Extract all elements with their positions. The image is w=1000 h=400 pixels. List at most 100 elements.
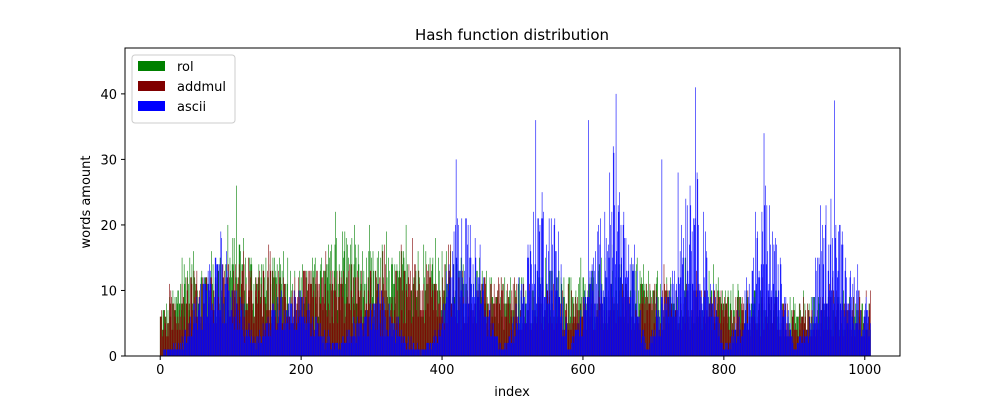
bar-ascii: [807, 329, 808, 356]
bar-ascii: [430, 342, 432, 356]
bar-ascii: [238, 310, 239, 356]
bar-addmul: [736, 310, 738, 356]
bar-ascii: [702, 310, 704, 356]
bar-ascii: [622, 297, 623, 356]
bar-addmul: [645, 297, 646, 356]
bar-ascii: [313, 336, 315, 356]
bar-ascii: [708, 297, 709, 356]
bar-ascii: [228, 290, 230, 356]
bar-ascii: [604, 211, 606, 356]
bar-ascii: [748, 297, 749, 356]
bar-ascii: [565, 329, 566, 356]
bar-addmul: [505, 316, 506, 356]
bar-ascii: [553, 310, 554, 356]
bar-ascii: [710, 283, 711, 356]
bar-rol: [564, 297, 565, 356]
bar-ascii: [583, 297, 584, 356]
bar-ascii: [476, 277, 478, 356]
bar-addmul: [166, 323, 168, 356]
bar-addmul: [298, 277, 299, 356]
x-tick-label: 1000: [848, 363, 881, 378]
bar-ascii: [698, 290, 700, 356]
bar-ascii: [373, 303, 374, 356]
bar-ascii: [608, 244, 609, 356]
bar-addmul: [426, 264, 427, 356]
bar-ascii: [562, 336, 563, 356]
bar-ascii: [562, 297, 564, 356]
bar-rol: [188, 283, 189, 356]
bar-addmul: [577, 297, 578, 356]
bar-ascii: [234, 290, 236, 356]
bar-addmul: [858, 290, 860, 356]
bar-ascii: [415, 349, 417, 356]
bar-rol: [342, 231, 343, 356]
bar-ascii: [368, 336, 370, 356]
bar-ascii: [369, 310, 371, 356]
bar-ascii: [180, 342, 181, 356]
bar-ascii: [783, 316, 785, 356]
bar-ascii: [827, 303, 828, 356]
bar-ascii: [686, 290, 687, 356]
bar-ascii: [815, 270, 817, 356]
bar-ascii: [611, 211, 613, 356]
bar-ascii: [715, 310, 717, 356]
bar-addmul: [574, 297, 576, 356]
bar-ascii: [586, 297, 588, 356]
bar-ascii: [344, 342, 346, 356]
bar-ascii: [484, 316, 485, 356]
bar-ascii: [762, 231, 763, 356]
bar-ascii: [261, 342, 262, 356]
bar-ascii: [832, 270, 834, 356]
bar-ascii: [720, 342, 721, 356]
bar-ascii: [586, 310, 587, 356]
bar-addmul: [498, 277, 499, 356]
bar-ascii: [385, 316, 386, 356]
bar-addmul: [418, 270, 420, 356]
bar-addmul: [432, 290, 434, 356]
bar-addmul: [805, 310, 806, 356]
bar-ascii: [731, 336, 732, 356]
bar-ascii: [331, 342, 333, 356]
bar-ascii: [699, 283, 701, 356]
bar-ascii: [707, 290, 708, 356]
bar-ascii: [786, 316, 788, 356]
bar-ascii: [810, 323, 811, 356]
bar-ascii: [291, 303, 293, 356]
bar-ascii: [190, 336, 192, 356]
bar-addmul: [718, 297, 720, 356]
bar-ascii: [426, 342, 428, 356]
bar-ascii: [403, 342, 404, 356]
bar-ascii: [329, 336, 330, 356]
bar-ascii: [740, 342, 742, 356]
bar-ascii: [528, 257, 529, 356]
bar-ascii: [722, 342, 723, 356]
bar-ascii: [455, 159, 457, 356]
bar-ascii: [355, 342, 357, 356]
bar-ascii: [325, 342, 327, 356]
bar-addmul: [380, 277, 382, 356]
bar-ascii: [474, 238, 476, 356]
bar-ascii: [284, 329, 286, 356]
bar-ascii: [721, 342, 723, 356]
bar-ascii: [207, 270, 209, 356]
bar-ascii: [548, 251, 549, 356]
bar-ascii: [596, 283, 597, 356]
bar-addmul: [400, 244, 402, 356]
bar-ascii: [820, 310, 822, 356]
bar-ascii: [290, 303, 291, 356]
bar-ascii: [262, 323, 264, 356]
bar-ascii: [488, 310, 490, 356]
bar-addmul: [567, 283, 569, 356]
bar-ascii: [705, 251, 707, 356]
bar-ascii: [828, 244, 830, 356]
bar-addmul: [329, 323, 331, 356]
bar-addmul: [162, 336, 163, 356]
bar-ascii: [497, 336, 498, 356]
bar-ascii: [230, 297, 231, 356]
bar-ascii: [453, 231, 455, 356]
bar-addmul: [407, 277, 409, 356]
y-tick-label: 40: [100, 88, 117, 103]
bar-ascii: [643, 329, 644, 356]
bar-ascii: [453, 264, 454, 356]
bar-ascii: [801, 336, 803, 356]
